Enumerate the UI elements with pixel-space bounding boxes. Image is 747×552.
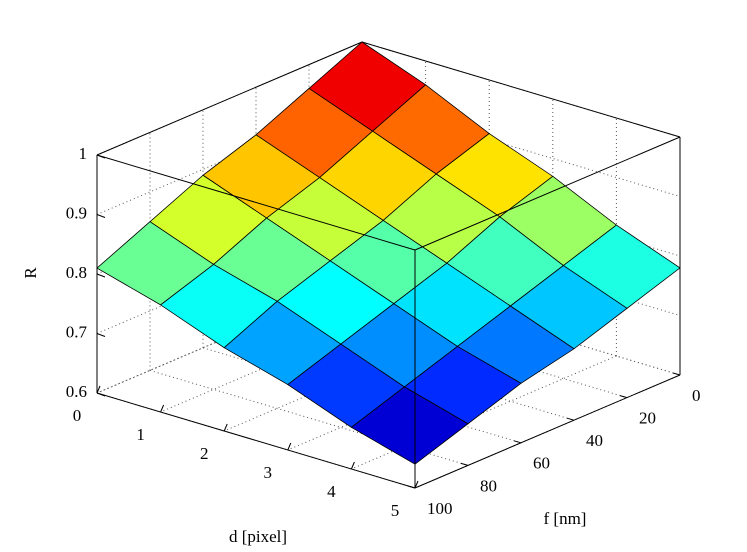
box-edge [96, 154, 416, 251]
grid-line [255, 324, 575, 421]
x-tick-label: 0 [73, 406, 82, 425]
box-edge [414, 374, 681, 489]
x-axis-label: d [pixel] [229, 527, 287, 546]
z-tick-label: 0.7 [66, 322, 88, 341]
box-edge [361, 41, 681, 138]
tick-mark [223, 423, 228, 432]
grid-line [308, 302, 628, 399]
tick-mark [160, 404, 165, 413]
tick-mark [566, 417, 575, 421]
box-edge [96, 41, 363, 156]
y-tick-label: 20 [639, 409, 656, 428]
tick-mark [96, 214, 106, 218]
z-tick-label: 1 [79, 144, 88, 163]
grid-line [361, 279, 681, 376]
x-tick-label: 1 [136, 425, 145, 444]
tick-mark [96, 333, 106, 337]
y-tick-label: 0 [692, 386, 701, 405]
x-tick-label: 5 [391, 501, 400, 520]
grid-line [361, 101, 681, 197]
z-tick-label: 0.8 [66, 263, 87, 282]
y-tick-label: 60 [533, 454, 550, 473]
tick-mark [407, 485, 416, 489]
z-tick-label: 0.9 [66, 203, 87, 222]
x-tick-label: 3 [264, 463, 273, 482]
tick-mark [414, 480, 419, 489]
z-axis-label: R [21, 267, 40, 279]
x-tick-label: 2 [200, 444, 209, 463]
x-tick-label: 4 [327, 482, 336, 501]
tick-mark [513, 440, 522, 444]
tick-mark [96, 385, 101, 394]
tick-mark [96, 392, 106, 397]
z-tick-label: 0.6 [66, 382, 87, 401]
y-axis-label: f [nm] [544, 509, 587, 528]
tick-mark [350, 461, 355, 470]
y-tick-label: 40 [586, 431, 603, 450]
tick-mark [672, 372, 681, 376]
y-tick-label: 80 [480, 476, 497, 495]
box-edge [96, 392, 416, 489]
tick-mark [96, 273, 106, 278]
tick-mark [287, 442, 292, 451]
grid-line [202, 347, 522, 444]
box-edge [414, 136, 681, 251]
tick-mark [619, 395, 628, 399]
tick-mark [96, 154, 106, 159]
tick-mark [460, 462, 469, 466]
y-tick-label: 100 [427, 499, 453, 518]
